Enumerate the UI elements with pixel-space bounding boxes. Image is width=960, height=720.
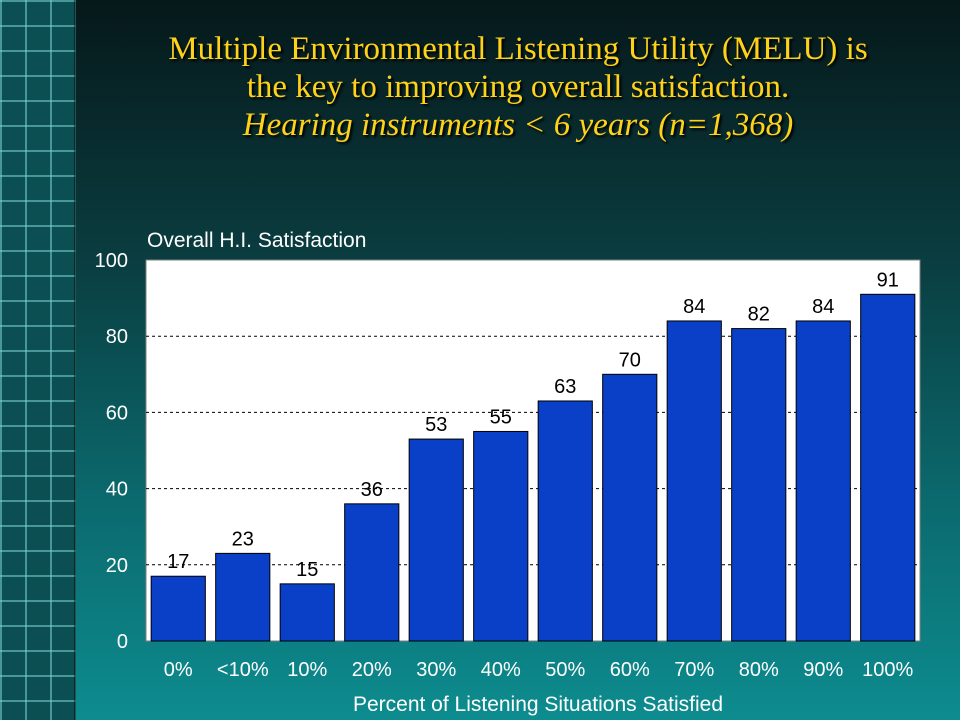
x-tick-label: 40%: [481, 659, 521, 681]
data-label: 55: [490, 406, 512, 428]
data-label: 36: [361, 479, 383, 501]
slide-subtitle: Hearing instruments < 6 years (n=1,368): [242, 107, 794, 143]
x-tick-label: 30%: [416, 659, 456, 681]
x-tick-label: 20%: [352, 659, 392, 681]
data-label: 82: [748, 304, 770, 326]
y-tick-label: 0: [117, 631, 128, 653]
data-label: 84: [683, 296, 705, 318]
gridlines: [146, 335, 920, 566]
title-line-2: the key to improving overall satisfactio…: [246, 69, 790, 105]
bars: [150, 293, 916, 642]
bar: [602, 373, 658, 642]
x-tick-label: 50%: [545, 659, 585, 681]
plot-area: [145, 259, 921, 642]
data-label: 15: [296, 559, 318, 581]
decorative-grid-panel: [0, 0, 76, 720]
x-tick-label: 60%: [610, 659, 650, 681]
bar: [666, 320, 722, 642]
bar: [731, 328, 787, 642]
x-tick-label: <10%: [217, 659, 269, 681]
y-tick-label: 100: [95, 250, 128, 272]
bar: [408, 438, 464, 642]
x-tick-labels: 0% <10% 10% 20% 30% 40% 50% 60% 70% 80% 90% 100%: [164, 659, 914, 681]
bar: [795, 320, 851, 642]
data-label: 84: [812, 296, 834, 318]
x-tick-label: 70%: [674, 659, 714, 681]
data-label: 70: [619, 349, 641, 371]
bar: [473, 430, 529, 642]
bar: [860, 293, 916, 642]
slide-title: Multiple Environmental Listening Utility…: [76, 30, 960, 144]
x-tick-label: 0%: [164, 659, 193, 681]
data-labels: 17 23 15 36 53 55 63 70 84 82 84 91: [167, 269, 899, 581]
y-tick-labels: 0 20 40 60 80 100: [95, 250, 128, 653]
bar: [279, 583, 335, 642]
x-tick-label: 90%: [803, 659, 843, 681]
y-tick-label: 40: [106, 479, 128, 501]
data-label: 63: [554, 376, 576, 398]
data-label: 91: [877, 269, 899, 291]
y-axis-label: Overall H.I. Satisfaction: [147, 229, 366, 252]
title-line-1: Multiple Environmental Listening Utility…: [168, 31, 868, 67]
y-tick-label: 80: [106, 326, 128, 348]
bar: [344, 503, 400, 642]
y-tick-label: 60: [106, 402, 128, 424]
x-axis-label: Percent of Listening Situations Satisfie…: [353, 693, 723, 716]
data-label: 23: [232, 528, 254, 550]
x-tick-label: 100%: [862, 659, 913, 681]
x-tick-label: 80%: [739, 659, 779, 681]
bar: [150, 575, 206, 642]
bar: [215, 552, 271, 642]
y-tick-label: 20: [106, 555, 128, 577]
data-label: 53: [425, 414, 447, 436]
x-tick-label: 10%: [287, 659, 327, 681]
bar: [537, 400, 593, 642]
data-label: 17: [167, 551, 189, 573]
